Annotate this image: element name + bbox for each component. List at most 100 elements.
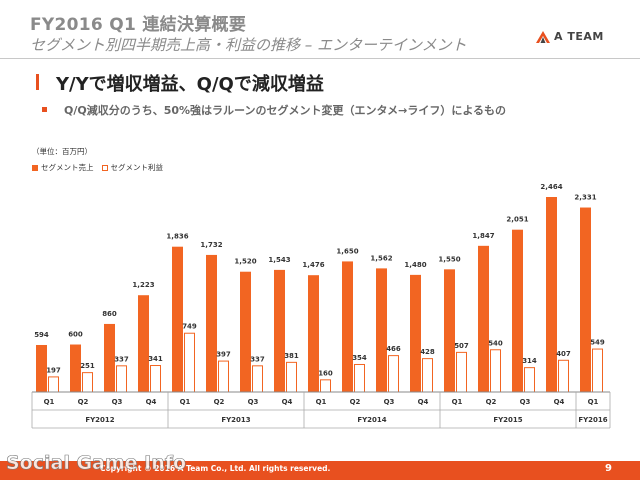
quarter-label-9: Q2 [350, 398, 361, 406]
legend-item-sales: セグメント売上 [32, 162, 94, 173]
quarter-label-16: Q1 [588, 398, 599, 406]
profit-label-16: 549 [590, 339, 605, 347]
logo-text: A TEAM [554, 30, 604, 43]
profit-bar-9 [354, 363, 365, 393]
legend-label-sales: セグメント売上 [41, 163, 94, 172]
profit-bar-7 [286, 361, 297, 393]
profit-label-15: 407 [556, 350, 571, 358]
fiscal-year-label-0: FY2012 [85, 416, 114, 424]
profit-bar-6 [252, 365, 263, 393]
legend-label-profit: セグメント利益 [110, 163, 164, 172]
profit-label-8: 160 [318, 369, 333, 377]
quarter-label-13: Q2 [486, 398, 497, 406]
profit-label-4: 749 [182, 323, 197, 331]
fiscal-year-label-1: FY2013 [221, 416, 250, 424]
quarter-label-5: Q2 [214, 398, 225, 406]
profit-bar-8 [320, 379, 331, 393]
legend-swatch-profit [101, 164, 108, 171]
legend-item-profit: セグメント利益 [101, 162, 164, 173]
sales-bar-4 [172, 246, 183, 392]
sales-label-6: 1,520 [234, 258, 256, 266]
sales-bar-5 [206, 254, 217, 392]
logo-mark-icon [536, 30, 550, 43]
company-logo: A TEAM [536, 30, 604, 43]
quarter-label-2: Q3 [112, 398, 123, 406]
quarter-label-11: Q4 [418, 398, 429, 406]
profit-bar-2 [116, 365, 127, 393]
sales-bar-10 [376, 268, 387, 392]
profit-bar-0 [48, 376, 59, 393]
profit-label-5: 397 [216, 351, 231, 359]
page-subtitle: セグメント別四半期売上高・利益の推移 – エンターテインメント [30, 36, 467, 54]
sales-bar-14 [512, 229, 523, 392]
fiscal-year-label-4: FY2016 [578, 416, 607, 424]
chart-legend: セグメント売上 セグメント利益 [32, 162, 171, 173]
sales-label-1: 600 [68, 331, 83, 339]
profit-bar-11 [422, 358, 433, 393]
bullet-text: Q/Q減収分のうち、50%強はラルーンのセグメント変更（エンタメ→ライフ）による… [64, 104, 507, 117]
sales-bar-8 [308, 275, 319, 392]
sales-label-11: 1,480 [404, 261, 426, 269]
sales-bar-12 [444, 269, 455, 392]
profit-label-6: 337 [250, 355, 265, 363]
watermark: Social Game Info [6, 452, 187, 475]
quarter-label-12: Q1 [452, 398, 463, 406]
sales-label-4: 1,836 [166, 233, 188, 241]
sales-bar-15 [546, 197, 557, 392]
sales-bar-9 [342, 261, 353, 392]
sales-bar-0 [36, 344, 47, 392]
sales-label-0: 594 [34, 331, 49, 339]
sales-label-3: 1,223 [132, 281, 154, 289]
profit-bar-1 [82, 372, 93, 393]
profit-label-1: 251 [80, 362, 95, 370]
quarter-label-7: Q4 [282, 398, 293, 406]
sales-label-8: 1,476 [302, 261, 324, 269]
profit-label-0: 197 [46, 366, 61, 374]
page-number: 9 [605, 463, 612, 474]
profit-label-11: 428 [420, 348, 435, 356]
quarter-label-1: Q2 [78, 398, 89, 406]
profit-bar-3 [150, 365, 161, 393]
sales-label-10: 1,562 [370, 254, 392, 262]
fiscal-year-label-3: FY2015 [493, 416, 522, 424]
sales-bar-1 [70, 344, 81, 392]
header-divider [0, 58, 640, 59]
sales-label-13: 1,847 [472, 232, 494, 240]
slide-heading: Y/Yで増収増益、Q/Qで減収増益 [56, 74, 324, 95]
profit-label-10: 466 [386, 345, 401, 353]
sales-label-12: 1,550 [438, 255, 460, 263]
sales-label-2: 860 [102, 310, 117, 318]
profit-bar-4 [184, 332, 195, 393]
bar-chart: 594 197 Q1 600 251 Q2 860 337 Q3 1,223 341 Q4 1,836 7… [31, 183, 611, 429]
profit-label-12: 507 [454, 342, 469, 350]
sales-bar-13 [478, 245, 489, 392]
sales-bar-16 [580, 207, 591, 392]
sales-bar-2 [104, 323, 115, 392]
profit-label-3: 341 [148, 355, 163, 363]
profit-bar-16 [592, 348, 603, 393]
unit-label: （単位：百万円） [32, 147, 92, 156]
footer-copyright: Copyright © 2016 A Team Co., Ltd. All ri… [100, 464, 331, 473]
profit-label-2: 337 [114, 355, 129, 363]
profit-label-13: 540 [488, 339, 503, 347]
profit-label-9: 354 [352, 354, 367, 362]
sales-bar-3 [138, 295, 149, 392]
sales-label-5: 1,732 [200, 241, 222, 249]
sales-bar-6 [240, 271, 251, 392]
quarter-label-8: Q1 [316, 398, 327, 406]
fiscal-year-label-2: FY2014 [357, 416, 386, 424]
sales-label-14: 2,051 [506, 216, 528, 224]
profit-bar-13 [490, 349, 501, 393]
sales-bar-11 [410, 274, 421, 392]
quarter-label-15: Q4 [554, 398, 565, 406]
heading-marker [36, 74, 39, 90]
profit-label-7: 381 [284, 352, 299, 360]
quarter-label-10: Q3 [384, 398, 395, 406]
sales-bar-7 [274, 269, 285, 392]
sales-label-9: 1,650 [336, 247, 358, 255]
quarter-label-14: Q3 [520, 398, 531, 406]
quarter-label-4: Q1 [180, 398, 191, 406]
quarter-label-0: Q1 [44, 398, 55, 406]
footer-bar: Copyright © 2016 A Team Co., Ltd. All ri… [0, 461, 640, 480]
profit-bar-5 [218, 360, 229, 393]
